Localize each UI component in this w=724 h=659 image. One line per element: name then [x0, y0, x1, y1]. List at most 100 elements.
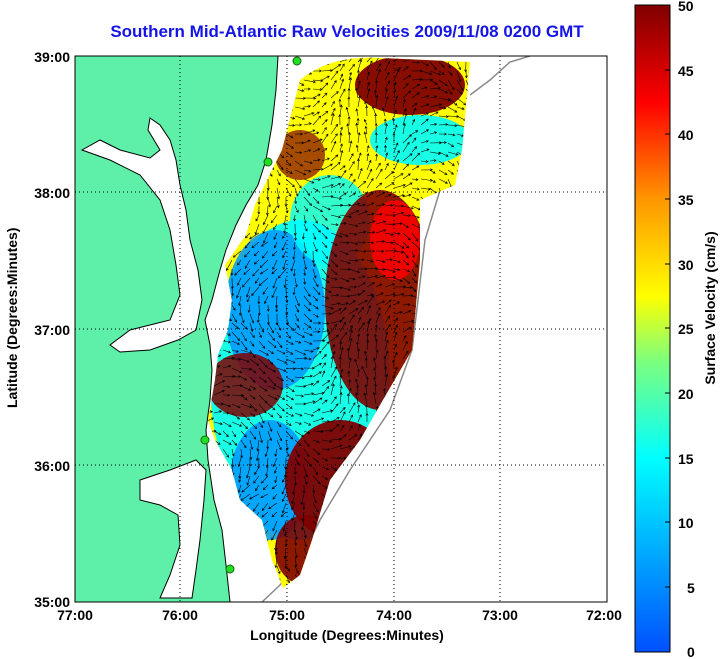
velocity-arrow [291, 493, 296, 505]
velocity-arrow [303, 430, 311, 434]
velocity-arrow [303, 223, 308, 232]
velocity-arrow [402, 108, 407, 117]
velocity-arrow [375, 63, 382, 72]
velocity-arrow [312, 214, 318, 224]
velocity-arrow [348, 268, 361, 274]
velocity-arrow [355, 108, 359, 117]
velocity-arrow [366, 177, 374, 189]
velocity-arrow [357, 316, 362, 324]
velocity-arrow [285, 160, 292, 167]
velocity-arrow [365, 376, 369, 387]
velocity-arrow [356, 117, 360, 126]
velocity-arrow [393, 250, 405, 254]
velocity-arrow [348, 241, 359, 246]
velocity-arrow [330, 259, 339, 268]
velocity-arrow [375, 267, 386, 271]
velocity-arrow [231, 457, 235, 468]
velocity-arrow [303, 160, 313, 165]
velocity-arrow [429, 79, 438, 85]
velocity-arrow [357, 80, 361, 90]
velocity-arrow [312, 69, 322, 73]
velocity-arrow [348, 357, 352, 369]
velocity-arrow [266, 313, 270, 326]
velocity-arrow [231, 421, 243, 427]
velocity-arrow [393, 67, 402, 72]
velocity-arrow [249, 385, 257, 390]
velocity-arrow [283, 277, 287, 289]
colorbar-tick: 40 [678, 127, 694, 143]
velocity-arrow [366, 192, 374, 198]
velocity-arrow [339, 143, 343, 153]
velocity-arrow [237, 259, 242, 266]
velocity-arrow [271, 286, 278, 299]
velocity-arrow [456, 97, 467, 106]
velocity-arrow [438, 97, 451, 102]
velocity-arrow [330, 107, 336, 117]
velocity-arrow [366, 305, 371, 315]
velocity-arrow [330, 63, 342, 72]
velocity-arrow [274, 466, 278, 474]
velocity-arrow [366, 152, 370, 162]
velocity-arrow [285, 295, 289, 304]
velocity-arrow [254, 466, 260, 476]
velocity-arrow [438, 151, 449, 157]
velocity-arrow [238, 295, 242, 307]
velocity-arrow [411, 178, 419, 181]
velocity-arrow [321, 163, 333, 171]
velocity-arrow [348, 160, 355, 171]
velocity-arrow [348, 308, 359, 315]
velocity-arrow [321, 370, 326, 378]
velocity-arrow [261, 511, 269, 518]
velocity-arrow [303, 412, 315, 417]
velocity-arrow [375, 220, 387, 225]
velocity-arrow [339, 321, 346, 333]
velocity-arrow [312, 148, 321, 153]
velocity-arrow [303, 340, 313, 345]
velocity-arrow [447, 79, 455, 91]
velocity-arrow [264, 295, 269, 305]
velocity-arrow [321, 223, 329, 230]
plot-frame [74, 55, 608, 603]
velocity-arrow [249, 403, 258, 412]
velocity-arrow [364, 384, 368, 396]
velocity-arrow [321, 69, 334, 73]
velocity-arrow [294, 430, 305, 438]
velocity-arrow [266, 304, 270, 312]
velocity-arrow [292, 250, 296, 260]
colorbar-tick: 25 [678, 321, 694, 337]
velocity-arrow [384, 268, 396, 273]
velocity-arrow [312, 241, 318, 253]
velocity-arrow [339, 214, 352, 219]
velocity-arrow [363, 118, 368, 126]
velocity-arrow [348, 209, 360, 216]
velocity-arrow [312, 448, 321, 456]
velocity-arrow [282, 259, 287, 271]
velocity-arrow [258, 376, 268, 383]
velocity-arrow [339, 104, 343, 117]
velocity-arrow [222, 364, 232, 369]
velocity-arrow [321, 250, 329, 260]
velocity-arrow [384, 162, 389, 171]
velocity-arrow [420, 112, 429, 117]
velocity-arrow [312, 131, 320, 135]
velocity-arrow [294, 277, 298, 288]
velocity-arrow [357, 95, 362, 108]
velocity-arrow [291, 511, 296, 522]
velocity-arrow [321, 385, 330, 396]
velocity-arrow [312, 417, 325, 423]
velocity-arrow [231, 331, 241, 342]
velocity-arrow [411, 118, 416, 126]
velocity-arrow [330, 466, 338, 471]
velocity-arrow [294, 322, 300, 329]
velocity-arrow [267, 367, 276, 373]
velocity-arrow [366, 339, 370, 351]
velocity-arrow [321, 295, 330, 300]
velocity-arrow [267, 430, 273, 442]
colorbar-tick: 5 [687, 580, 695, 596]
velocity-arrow [411, 146, 418, 153]
velocity-arrow [262, 223, 269, 234]
velocity-arrow [303, 331, 313, 336]
velocity-arrow [420, 159, 429, 163]
velocity-arrow [240, 412, 251, 421]
velocity-arrow [249, 376, 256, 383]
